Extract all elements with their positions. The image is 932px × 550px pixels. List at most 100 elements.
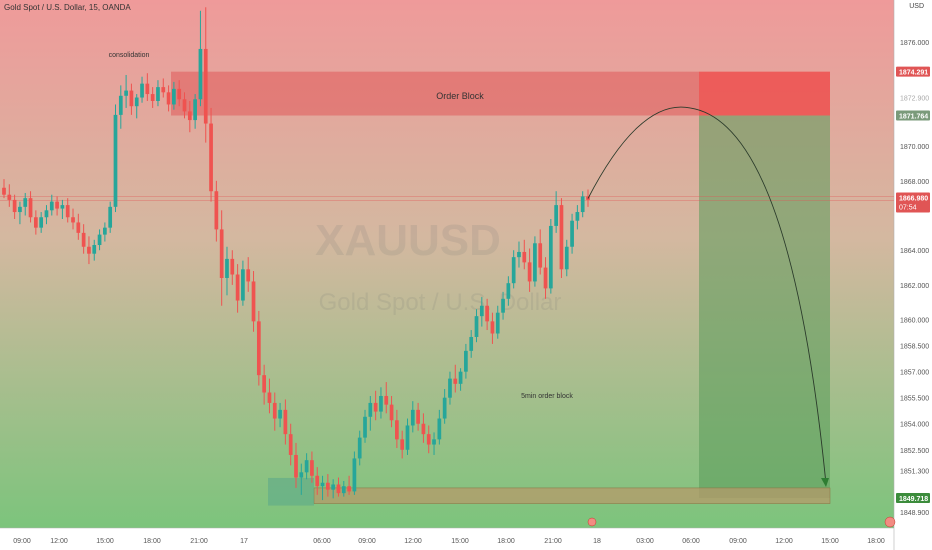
stop-loss-zone[interactable] — [699, 71, 830, 116]
candle-body[interactable] — [511, 257, 516, 284]
candle-body[interactable] — [554, 205, 559, 226]
candle-body[interactable] — [310, 460, 314, 476]
candle-body[interactable] — [448, 378, 452, 398]
candle-body[interactable] — [198, 48, 203, 100]
candle-body[interactable] — [533, 243, 537, 282]
candle-body[interactable] — [28, 198, 33, 218]
candle-body[interactable] — [108, 206, 113, 228]
candle-body[interactable] — [341, 486, 346, 494]
origin-zone[interactable] — [268, 477, 314, 506]
candle-body[interactable] — [203, 48, 208, 124]
order-block-zone[interactable] — [171, 71, 699, 116]
candle-body[interactable] — [225, 258, 229, 278]
candle-body[interactable] — [379, 395, 383, 412]
candle-body[interactable] — [246, 269, 251, 282]
candle-body[interactable] — [426, 434, 431, 445]
candle-body[interactable] — [103, 227, 107, 235]
candle-body[interactable] — [60, 205, 65, 209]
candle-body[interactable] — [65, 205, 70, 218]
candle-body[interactable] — [23, 198, 28, 207]
candle-body[interactable] — [182, 99, 187, 112]
candle-body[interactable] — [124, 90, 128, 96]
candle-body[interactable] — [395, 420, 399, 440]
candle-body[interactable] — [262, 375, 267, 393]
candle-body[interactable] — [156, 87, 160, 101]
candle-body[interactable] — [437, 418, 442, 440]
candle-body[interactable] — [2, 187, 6, 195]
candle-body[interactable] — [267, 392, 272, 403]
candle-body[interactable] — [209, 123, 213, 192]
candle-body[interactable] — [389, 404, 394, 421]
candle-body[interactable] — [71, 217, 75, 223]
candle-body[interactable] — [469, 336, 474, 351]
candle-body[interactable] — [506, 283, 511, 299]
candle-body[interactable] — [251, 281, 256, 322]
candle-body[interactable] — [559, 205, 564, 270]
candle-body[interactable] — [522, 251, 527, 263]
candle-body[interactable] — [490, 321, 495, 334]
candle-body[interactable] — [230, 258, 235, 275]
candle-body[interactable] — [458, 371, 463, 384]
candle-body[interactable] — [336, 484, 341, 494]
candle-body[interactable] — [405, 425, 410, 450]
candle-body[interactable] — [272, 402, 277, 419]
candle-body[interactable] — [410, 409, 415, 426]
candle-body[interactable] — [416, 409, 420, 424]
candle-body[interactable] — [299, 472, 304, 478]
candle-body[interactable] — [432, 439, 436, 445]
candle-body[interactable] — [219, 229, 224, 278]
candle-body[interactable] — [193, 99, 197, 121]
candle-body[interactable] — [352, 458, 357, 492]
candle-body[interactable] — [87, 246, 91, 254]
candle-body[interactable] — [55, 201, 59, 209]
candle-body[interactable] — [39, 217, 44, 228]
candle-body[interactable] — [288, 434, 293, 455]
candle-body[interactable] — [538, 243, 543, 268]
candle-body[interactable] — [145, 83, 150, 95]
candle-body[interactable] — [241, 269, 245, 301]
projection-path[interactable] — [587, 106, 827, 485]
candle-body[interactable] — [331, 484, 336, 490]
candle-body[interactable] — [357, 437, 362, 459]
candle-body[interactable] — [517, 251, 521, 258]
candle-body[interactable] — [501, 298, 505, 313]
candle-body[interactable] — [570, 220, 574, 247]
candle-body[interactable] — [548, 225, 553, 289]
candle-body[interactable] — [33, 217, 38, 228]
candle-body[interactable] — [49, 201, 54, 211]
candle-body[interactable] — [325, 482, 330, 490]
candle-body[interactable] — [453, 378, 458, 384]
candle-body[interactable] — [81, 232, 86, 247]
candle-body[interactable] — [580, 196, 585, 213]
candle-body[interactable] — [294, 454, 298, 478]
take-profit-zone[interactable] — [699, 115, 830, 499]
candle-body[interactable] — [384, 395, 389, 405]
candle-body[interactable] — [347, 486, 351, 492]
candle-body[interactable] — [485, 305, 489, 322]
candle-body[interactable] — [214, 191, 219, 230]
candle-body[interactable] — [479, 305, 484, 317]
event-icon[interactable] — [587, 517, 597, 527]
candle-body[interactable] — [161, 87, 166, 93]
candle-body[interactable] — [187, 111, 192, 121]
candle-body[interactable] — [97, 234, 102, 246]
candle-body[interactable] — [543, 267, 548, 289]
candle-body[interactable] — [118, 95, 123, 115]
candle-body[interactable] — [278, 409, 282, 419]
candle-body[interactable] — [44, 210, 49, 218]
candle-body[interactable] — [177, 88, 182, 100]
candle-body[interactable] — [134, 97, 139, 107]
candle-body[interactable] — [172, 88, 176, 105]
five-min-order-block-zone[interactable] — [313, 487, 831, 504]
candle-body[interactable] — [76, 222, 81, 233]
candle-body[interactable] — [315, 475, 320, 487]
candle-body[interactable] — [363, 416, 367, 438]
candle-body[interactable] — [464, 350, 468, 372]
candle-body[interactable] — [575, 212, 580, 221]
candle-body[interactable] — [442, 397, 447, 419]
candle-body[interactable] — [7, 194, 12, 200]
candle-body[interactable] — [495, 312, 500, 334]
candle-body[interactable] — [400, 439, 405, 450]
